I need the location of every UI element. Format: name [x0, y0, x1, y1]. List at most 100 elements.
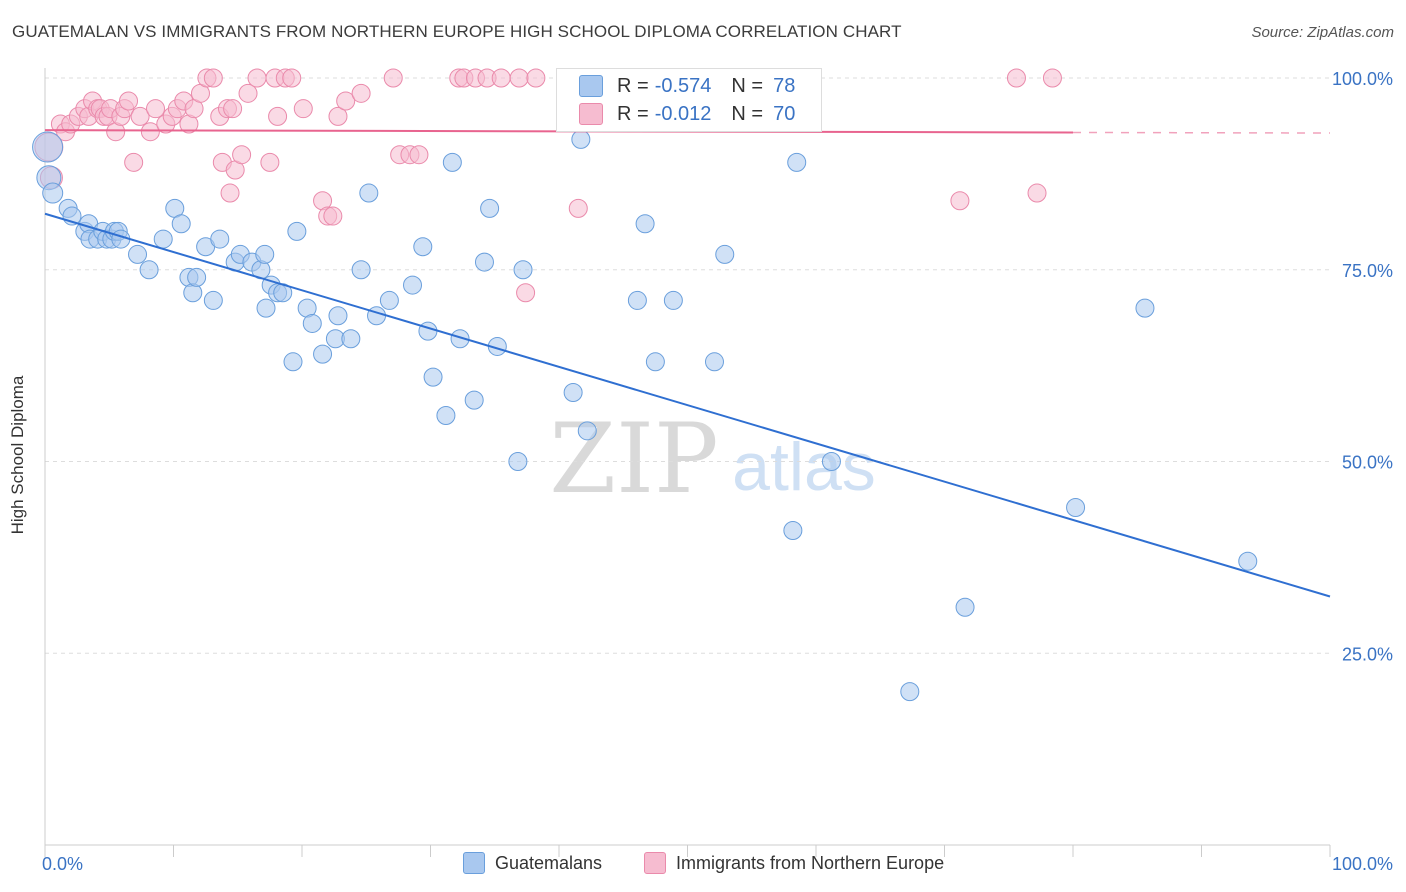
source-label: Source: ZipAtlas.com [1251, 24, 1394, 41]
data-point [1027, 183, 1047, 203]
data-point [413, 237, 433, 257]
legend-swatch-pink [579, 103, 603, 125]
watermark-atlas: atlas [732, 429, 876, 505]
series-immigrants-points [34, 68, 1062, 303]
data-point [313, 344, 333, 364]
data-point [1135, 298, 1155, 318]
data-point [409, 145, 429, 165]
n-label: N = [731, 102, 764, 125]
data-point [268, 106, 288, 126]
correlation-legend: R = -0.574 N = 78 R = -0.012 N = 70 [556, 68, 822, 132]
legend-label: Immigrants from Northern Europe [676, 852, 945, 873]
data-point [787, 152, 807, 172]
data-point [715, 244, 735, 264]
data-point [260, 152, 280, 172]
data-point [645, 352, 665, 372]
data-point [359, 183, 379, 203]
data-point [509, 68, 529, 88]
data-point [491, 68, 511, 88]
data-point [128, 244, 148, 264]
data-point [283, 352, 303, 372]
data-point [140, 122, 160, 142]
data-point [627, 290, 647, 310]
x-tick-label: 0.0% [42, 854, 83, 874]
data-point [704, 352, 724, 372]
data-point [403, 275, 423, 295]
data-point [232, 145, 252, 165]
data-point [423, 367, 443, 387]
trend-line-guatemalans [44, 212, 1331, 598]
data-point [367, 306, 387, 326]
legend-swatch-blue [579, 75, 603, 97]
y-tick-label: 50.0% [1342, 453, 1393, 473]
data-point [442, 152, 462, 172]
data-point [119, 91, 139, 111]
legend-label: Guatemalans [495, 852, 603, 873]
watermark-zip: ZIP [549, 403, 718, 515]
r-value: -0.012 [654, 102, 712, 125]
n-value: 78 [773, 74, 796, 97]
data-point [203, 68, 223, 88]
data-point [1042, 68, 1062, 88]
legend-row-guatemalans: R = -0.574 N = 78 [579, 74, 795, 98]
data-point [220, 183, 240, 203]
data-point [450, 329, 470, 349]
data-point [418, 321, 438, 341]
data-point [124, 152, 144, 172]
data-point [341, 329, 361, 349]
data-point [474, 252, 494, 272]
legend-item-guatemalans[interactable]: Guatemalans [463, 852, 602, 874]
trend-lines [44, 129, 1331, 598]
data-point [635, 214, 655, 234]
data-point [282, 68, 302, 88]
data-point [1238, 551, 1258, 571]
data-point [351, 260, 371, 280]
data-point [900, 682, 920, 702]
data-point [379, 290, 399, 310]
data-point [950, 191, 970, 211]
r-label: R = [617, 102, 649, 125]
legend-row-immigrants: R = -0.012 N = 70 [579, 102, 795, 126]
data-point [187, 267, 207, 287]
data-point [146, 99, 166, 119]
y-tick-label: 25.0% [1342, 644, 1393, 664]
legend-swatch-pink [644, 852, 666, 874]
data-point [328, 306, 348, 326]
y-tick-label: 100.0% [1332, 69, 1393, 89]
legend-item-immigrants[interactable]: Immigrants from Northern Europe [644, 852, 944, 874]
data-point [238, 83, 258, 103]
series-guatemalans-points [32, 99, 1258, 702]
n-label: N = [731, 74, 764, 97]
x-tick-label: 100.0% [1332, 854, 1393, 874]
data-point [255, 244, 275, 264]
data-point [571, 129, 591, 149]
series-legend: Guatemalans Immigrants from Northern Eur… [0, 852, 1406, 878]
chart-title: GUATEMALAN VS IMMIGRANTS FROM NORTHERN E… [12, 22, 902, 41]
y-tick-label: 75.0% [1342, 261, 1393, 281]
data-point [783, 521, 803, 541]
data-point [139, 260, 159, 280]
data-point [351, 83, 371, 103]
data-point [32, 131, 64, 163]
tick-labels: 25.0% 50.0% 75.0% 100.0% 0.0% 100.0% [42, 69, 1393, 874]
data-point [328, 106, 348, 126]
data-point [436, 405, 456, 425]
data-point [203, 290, 223, 310]
data-point [577, 421, 597, 441]
data-point [1006, 68, 1026, 88]
data-point [563, 382, 583, 402]
data-point [1066, 498, 1086, 518]
data-point [568, 198, 588, 218]
data-point [130, 106, 150, 126]
data-point [153, 229, 173, 249]
data-point [247, 68, 267, 88]
data-point [171, 214, 191, 234]
data-point [955, 597, 975, 617]
data-point [383, 68, 403, 88]
data-point [293, 99, 313, 119]
data-point [323, 206, 343, 226]
r-value: -0.574 [654, 74, 712, 97]
data-point [223, 99, 243, 119]
data-point [464, 390, 484, 410]
